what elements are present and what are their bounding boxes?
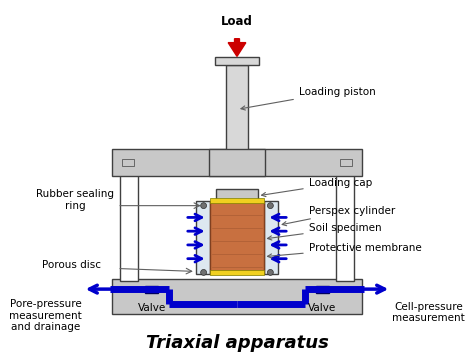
Bar bbox=[316, 286, 329, 293]
FancyArrow shape bbox=[228, 39, 246, 56]
Bar bbox=[216, 189, 258, 201]
Text: Cell-pressure
measurement: Cell-pressure measurement bbox=[392, 302, 465, 323]
Text: Protective membrane: Protective membrane bbox=[267, 243, 421, 258]
Bar bbox=[145, 286, 158, 293]
Text: Valve: Valve bbox=[308, 303, 337, 313]
Bar bbox=[120, 173, 138, 281]
Bar bbox=[340, 159, 352, 166]
Bar bbox=[210, 201, 264, 274]
Text: Perspex cylinder: Perspex cylinder bbox=[282, 206, 395, 226]
Text: Triaxial apparatus: Triaxial apparatus bbox=[146, 334, 328, 352]
Circle shape bbox=[267, 203, 273, 209]
Bar bbox=[112, 149, 362, 176]
Bar bbox=[209, 149, 265, 176]
Bar bbox=[226, 65, 248, 154]
Circle shape bbox=[267, 269, 273, 275]
Bar bbox=[210, 271, 264, 275]
Bar bbox=[196, 201, 210, 274]
Text: Pore-pressure
measurement
and drainage: Pore-pressure measurement and drainage bbox=[9, 299, 82, 332]
Text: Load: Load bbox=[221, 15, 253, 28]
Text: Loading piston: Loading piston bbox=[241, 87, 375, 110]
Bar bbox=[122, 159, 134, 166]
Circle shape bbox=[201, 203, 207, 209]
Text: Soil specimen: Soil specimen bbox=[267, 223, 381, 240]
Bar bbox=[336, 173, 354, 281]
Circle shape bbox=[201, 269, 207, 275]
Bar bbox=[112, 279, 362, 314]
Text: Porous disc: Porous disc bbox=[42, 260, 100, 269]
Text: Rubber sealing
ring: Rubber sealing ring bbox=[36, 189, 114, 211]
Text: Loading cap: Loading cap bbox=[262, 178, 372, 197]
Bar bbox=[264, 201, 278, 274]
Bar bbox=[210, 198, 264, 203]
Text: Valve: Valve bbox=[137, 303, 166, 313]
Bar bbox=[215, 58, 259, 65]
